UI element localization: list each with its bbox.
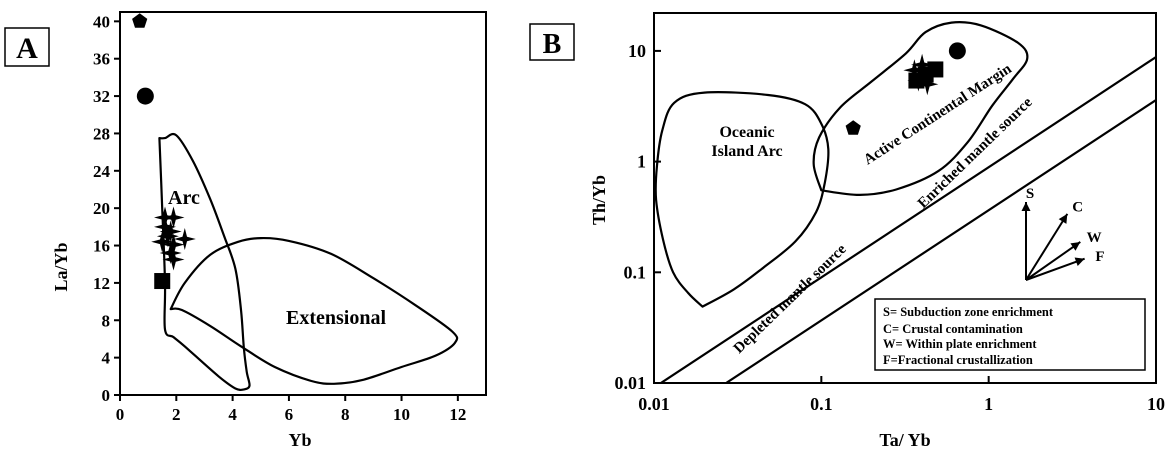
panel-b-label-box: [529, 23, 575, 61]
panel-a-field-label-arc: Arc: [168, 187, 200, 209]
oceanic-island-arc-outline: [654, 91, 830, 308]
vector-arrow-f: [1025, 257, 1085, 281]
panel-a-x-tick-label: 12: [449, 405, 466, 424]
panel-a-point-star: [159, 220, 182, 243]
panel-b-x-axis-label: Ta/ Yb: [879, 430, 930, 450]
panel-a-point-square: [154, 273, 171, 290]
panel-a-y-tick-label: 0: [102, 386, 111, 405]
panel-a-point-star: [154, 215, 176, 238]
panel-b-y-tick-label: 0.1: [624, 262, 647, 282]
panel-b-plot-frame: [653, 12, 1157, 384]
panel-a-x-tick-label: 2: [172, 405, 181, 424]
panel-a-point-star: [173, 228, 196, 250]
panel-a-y-tick-label: 28: [93, 124, 110, 143]
vector-arrow-label-s: S: [1026, 186, 1034, 202]
panel-b-y-tick-label: 0.01: [615, 373, 647, 393]
panel-b-point-star: [911, 53, 934, 76]
vector-arrow-label-c: C: [1072, 199, 1083, 215]
depleted-mantle-line: [660, 56, 1157, 384]
panel-a-plot-frame: [119, 11, 487, 396]
panel-b-label: B: [543, 29, 562, 60]
panel-b-x-tick-label: 0.1: [810, 394, 833, 414]
panel-a-x-tick-label: 8: [341, 405, 350, 424]
panel-b-field-label-oceanic-line1: Oceanic: [719, 124, 774, 141]
vector-key-line-c: C= Crustal contamination: [883, 322, 1023, 336]
panel-a-point-star: [156, 225, 179, 248]
panel-b-x-tick-label: 10: [1147, 394, 1165, 414]
enriched-mantle-line: [725, 99, 1157, 384]
panel-b-field-label-oceanic-line2: Island Arc: [711, 143, 782, 160]
vector-arrow-head-f: [1074, 257, 1085, 266]
vector-arrow-c: [1025, 213, 1069, 281]
panel-b-y-axis-label: Th/Yb: [589, 175, 609, 225]
panel-a-field-label-extensional: Extensional: [286, 307, 386, 329]
panel-b: B 0.01 0.1 1 10 0.01 0.1 1 10 Oceanic Island Ar…: [529, 12, 1165, 450]
panel-a-point-star: [159, 242, 182, 264]
panel-a-y-tick-label: 32: [93, 87, 110, 106]
panel-b-point-square: [917, 66, 934, 83]
vector-arrow-head-w: [1070, 242, 1081, 251]
panel-a-field-outline-extensional: [169, 236, 459, 385]
panel-a-point-star: [162, 248, 185, 271]
panel-b-point-pentagon: [845, 120, 861, 135]
vector-key-line-f: F=Fractional crustallization: [883, 353, 1033, 367]
vector-arrow-w: [1025, 241, 1081, 281]
vector-key-line-s: S= Subduction zone enrichment: [883, 305, 1054, 319]
panel-a-y-tick-label: 40: [93, 12, 110, 31]
panel-a-field-outline-arc: [158, 132, 251, 392]
panel-a-y-axis-label: La/Yb: [51, 242, 71, 291]
panel-a-label: A: [16, 32, 38, 65]
panel-a-point-pentagon: [132, 13, 148, 28]
panel-a-x-tick-label: 0: [116, 405, 125, 424]
panel-a-y-tick-label: 24: [93, 162, 111, 181]
panel-b-point-circle: [948, 42, 966, 60]
panel-a-y-tick-label: 4: [102, 349, 111, 368]
panel-a-x-tick-label: 4: [228, 405, 237, 424]
panel-a-point-star: [162, 206, 185, 229]
panel-a-x-tick-label: 6: [285, 405, 294, 424]
panel-a-y-tick-label: 16: [93, 237, 110, 256]
panel-a-point-star: [151, 230, 174, 253]
panel-b-point-star: [916, 73, 939, 96]
vector-arrow-head-s: [1021, 202, 1031, 211]
vector-arrow-label-w: W: [1087, 230, 1102, 246]
panel-a-y-tick-label: 20: [93, 199, 110, 218]
panel-b-x-tick-label: 0.01: [638, 394, 670, 414]
panel-a-x-tick-label: 10: [393, 405, 410, 424]
vector-key-box: [874, 298, 1146, 371]
vector-arrow-head-c: [1058, 213, 1068, 224]
active-continental-margin-outline: [812, 20, 1029, 197]
panel-a-y-tick-label: 36: [93, 50, 110, 69]
panel-a-x-axis-label: Yb: [288, 430, 311, 450]
panel-a-label-box: [4, 27, 50, 67]
panel-a-y-tick-label: 12: [93, 274, 110, 293]
vector-key-line-w: W= Within plate enrichment: [883, 337, 1037, 351]
panel-a-point-star: [162, 233, 185, 256]
panel-b-y-tick-label: 10: [628, 41, 646, 61]
panel-b-point-star: [903, 59, 926, 82]
vector-arrow-label-f: F: [1095, 249, 1104, 265]
panel-a-point-circle: [136, 87, 154, 105]
panel-b-x-tick-label: 1: [984, 394, 993, 414]
panel-b-y-tick-label: 1: [637, 152, 646, 172]
panel-a-y-tick-label: 8: [102, 311, 111, 330]
